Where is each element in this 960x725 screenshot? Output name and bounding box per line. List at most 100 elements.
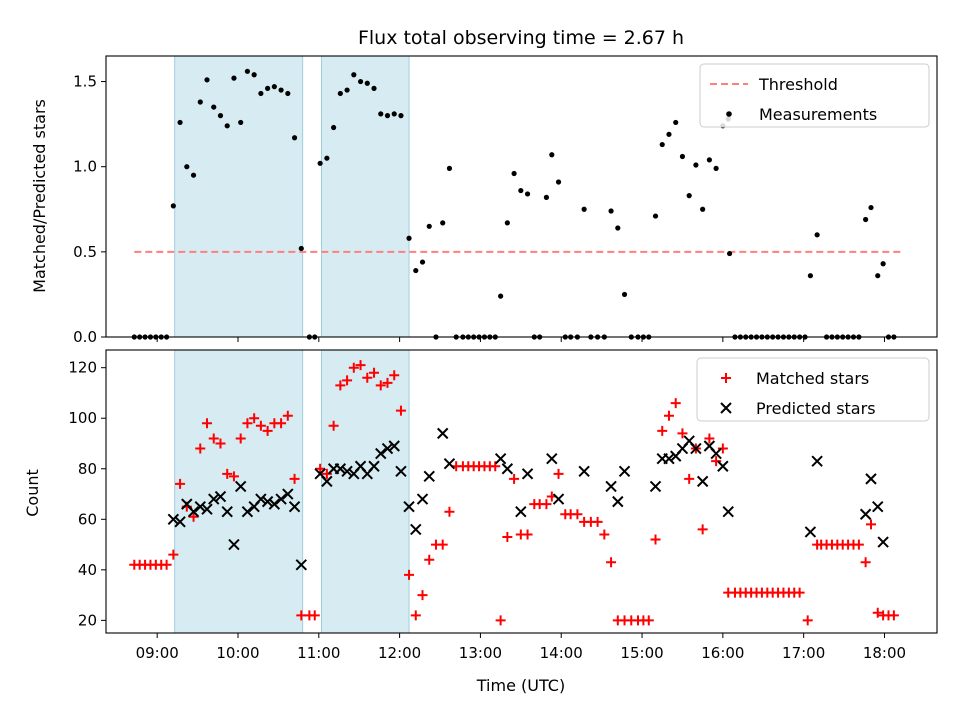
data-point xyxy=(541,499,552,510)
data-point xyxy=(553,468,564,479)
data-point xyxy=(355,360,366,371)
data-point xyxy=(214,490,227,503)
data-point xyxy=(278,87,284,93)
data-point xyxy=(184,164,190,170)
observing-interval-1 xyxy=(320,55,410,338)
data-point xyxy=(244,68,251,74)
data-point xyxy=(188,511,199,522)
data-point xyxy=(351,72,357,78)
legend-label: Measurements xyxy=(759,105,877,124)
data-point xyxy=(235,433,246,444)
data-point xyxy=(234,480,247,493)
data-point xyxy=(684,473,695,484)
data-point xyxy=(581,206,587,212)
data-point xyxy=(388,440,400,452)
data-point xyxy=(863,216,869,223)
data-point xyxy=(285,90,291,97)
y-tick-label: 100 xyxy=(68,409,97,427)
data-point xyxy=(382,377,393,388)
data-point xyxy=(265,85,271,91)
data-point xyxy=(221,506,233,518)
data-point xyxy=(167,513,180,526)
x-tick-label: 18:00 xyxy=(863,644,906,662)
data-point xyxy=(381,442,394,455)
data-point xyxy=(511,170,517,177)
data-point xyxy=(416,493,429,505)
y-tick-label: 1.0 xyxy=(73,158,97,176)
data-point xyxy=(315,463,326,474)
data-point xyxy=(271,84,277,90)
y-tick-label: 40 xyxy=(78,561,97,579)
data-point xyxy=(666,131,672,137)
data-point xyxy=(872,607,883,618)
data-point xyxy=(371,85,377,91)
bottom-y-axis-label: Count xyxy=(23,469,42,517)
data-point xyxy=(317,160,323,166)
data-point xyxy=(344,87,350,93)
data-point xyxy=(501,463,514,475)
data-point xyxy=(686,193,692,199)
data-point xyxy=(515,506,527,518)
data-point xyxy=(524,191,531,197)
y-tick-label: 120 xyxy=(68,359,97,377)
data-point xyxy=(282,410,293,421)
data-point xyxy=(859,508,872,520)
series-predicted-stars xyxy=(167,427,889,571)
data-point xyxy=(170,203,176,209)
data-point xyxy=(342,375,353,386)
data-point xyxy=(888,610,899,621)
data-point xyxy=(419,259,426,265)
data-point xyxy=(321,468,332,479)
data-point xyxy=(717,443,728,454)
data-point xyxy=(700,206,706,212)
data-point xyxy=(426,223,432,229)
data-point xyxy=(578,465,590,477)
data-point xyxy=(208,493,220,505)
data-point xyxy=(807,273,813,279)
data-point xyxy=(440,220,446,226)
data-point xyxy=(652,213,659,219)
data-point xyxy=(860,557,871,568)
y-tick-label: 20 xyxy=(78,611,97,629)
data-point xyxy=(282,488,294,500)
y-tick-label: 0.0 xyxy=(73,328,97,346)
data-point xyxy=(202,418,213,429)
data-point xyxy=(187,506,200,518)
observing-interval-1 xyxy=(320,349,410,634)
data-point xyxy=(811,455,823,467)
data-point xyxy=(258,90,264,97)
data-point xyxy=(291,135,298,141)
data-point xyxy=(201,503,213,515)
data-point xyxy=(546,452,558,465)
data-point xyxy=(328,420,339,431)
legend-matched-swatch xyxy=(721,373,731,383)
data-point xyxy=(877,536,889,548)
data-point xyxy=(663,452,675,465)
data-point xyxy=(255,493,267,505)
data-point xyxy=(494,452,507,465)
data-point xyxy=(424,554,435,565)
data-point xyxy=(679,153,686,160)
data-point xyxy=(288,500,301,513)
data-point xyxy=(444,506,455,517)
data-point xyxy=(391,111,397,117)
data-point xyxy=(241,506,254,518)
x-axis-label: Time (UTC) xyxy=(476,676,565,695)
data-point xyxy=(706,157,712,163)
data-point xyxy=(697,524,708,535)
data-point xyxy=(238,119,244,126)
data-point xyxy=(608,208,614,214)
data-point xyxy=(334,463,347,475)
data-point xyxy=(364,80,370,86)
legend-label: Threshold xyxy=(758,75,838,94)
data-point xyxy=(502,531,513,542)
data-point xyxy=(410,610,421,621)
axes-frame xyxy=(105,55,938,338)
data-point xyxy=(395,405,406,416)
data-point xyxy=(710,447,722,460)
data-point xyxy=(713,165,719,171)
data-point xyxy=(866,519,877,530)
data-point xyxy=(194,500,206,513)
data-point xyxy=(404,569,415,580)
